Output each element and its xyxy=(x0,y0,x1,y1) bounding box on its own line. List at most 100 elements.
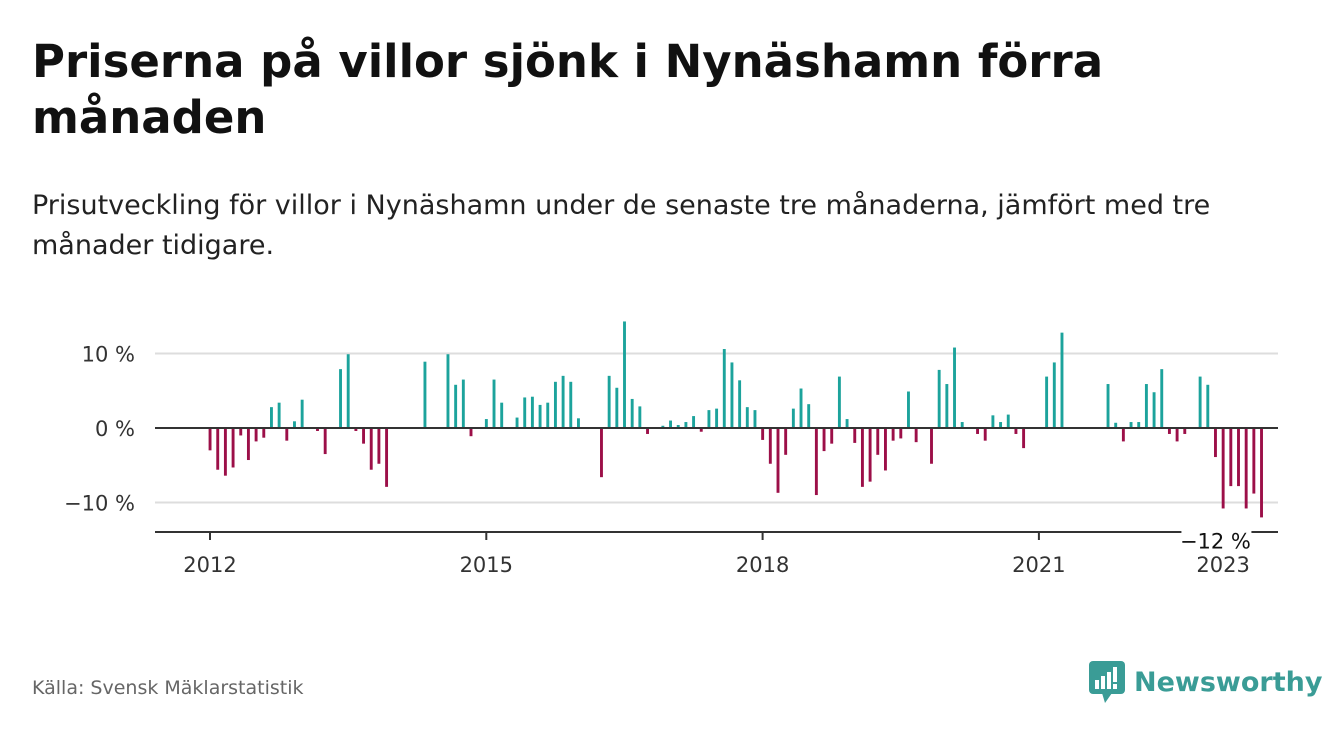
bar xyxy=(761,428,765,440)
bar xyxy=(799,388,803,428)
annotation-background xyxy=(1181,526,1252,555)
bar xyxy=(945,384,949,428)
bar xyxy=(515,417,519,428)
bar xyxy=(293,421,296,429)
last-value-annotation: −12 % xyxy=(1180,529,1251,553)
bar xyxy=(1206,384,1210,428)
bar xyxy=(569,381,573,428)
bar xyxy=(1152,392,1156,428)
x-tick-label: 2018 xyxy=(736,553,789,577)
bar xyxy=(216,428,220,470)
bar xyxy=(615,387,619,428)
bar xyxy=(1214,428,1217,458)
bar xyxy=(354,428,358,431)
bar xyxy=(446,354,450,428)
bar xyxy=(607,375,611,428)
bar xyxy=(385,428,389,487)
bar xyxy=(692,416,696,428)
bar xyxy=(860,428,864,487)
y-tick-label: 0 % xyxy=(95,417,135,441)
bar xyxy=(1260,428,1263,518)
bar xyxy=(699,428,703,432)
bar xyxy=(1237,428,1240,487)
bar xyxy=(1014,428,1018,434)
bar xyxy=(300,399,304,428)
bar xyxy=(1144,384,1148,428)
bar xyxy=(377,428,381,464)
bar xyxy=(239,428,243,436)
x-tick-label: 2023 xyxy=(1196,553,1249,577)
bar xyxy=(285,428,289,441)
bar xyxy=(538,404,542,429)
bar xyxy=(738,380,742,428)
bar xyxy=(1106,384,1110,428)
bar xyxy=(991,415,995,428)
bar xyxy=(523,397,527,428)
newsworthy-logo[interactable]: Newsworthy xyxy=(1088,660,1322,704)
x-tick-label: 2012 xyxy=(183,553,236,577)
bar xyxy=(277,402,281,428)
bar xyxy=(638,406,642,428)
bar-chart: 10 % 0 % −10 % 2012 2015 2018 2021 2023−12 % xyxy=(64,321,1278,577)
bar xyxy=(884,428,887,471)
bars xyxy=(208,321,1263,518)
bar xyxy=(1221,428,1225,509)
bar xyxy=(492,379,496,428)
bar xyxy=(530,396,534,428)
bar xyxy=(1160,369,1164,428)
bar xyxy=(323,428,327,455)
bar xyxy=(423,361,427,428)
bar xyxy=(753,410,757,428)
bar xyxy=(669,420,672,428)
bar xyxy=(1167,428,1171,434)
tick-labels: 10 % 0 % −10 % 2012 2015 2018 2021 2023−12 % xyxy=(64,343,1252,577)
bar xyxy=(684,422,688,428)
y-tick-label: −10 % xyxy=(64,492,135,516)
bar xyxy=(891,428,895,441)
bar xyxy=(715,408,719,428)
bar xyxy=(600,428,603,478)
x-tick-label: 2015 xyxy=(460,553,513,577)
bar xyxy=(930,428,933,464)
bar xyxy=(768,428,772,464)
bar xyxy=(1252,428,1256,494)
bar xyxy=(999,422,1003,428)
bar xyxy=(722,349,726,428)
bar xyxy=(254,428,258,442)
bar xyxy=(561,375,565,428)
bar xyxy=(646,428,649,434)
bar xyxy=(246,428,250,461)
chart-subtitle: Prisutveckling för villor i Nynäshamn un… xyxy=(32,190,1211,261)
bar xyxy=(630,398,634,428)
bar xyxy=(208,428,212,451)
bar xyxy=(362,428,365,444)
bar xyxy=(1022,428,1026,449)
bar xyxy=(814,428,818,496)
y-tick-label: 10 % xyxy=(82,343,135,367)
brand-name: Newsworthy xyxy=(1134,666,1323,698)
bar xyxy=(868,428,872,482)
gridlines xyxy=(155,352,1278,504)
bar xyxy=(577,418,580,428)
bar xyxy=(339,369,342,428)
bar xyxy=(807,404,811,428)
bar xyxy=(953,347,956,428)
bar xyxy=(1060,332,1064,428)
bar xyxy=(960,422,964,428)
bar xyxy=(223,428,227,476)
bar xyxy=(1045,376,1049,428)
bar xyxy=(1137,422,1141,428)
bar xyxy=(1229,428,1233,487)
bar xyxy=(546,402,550,428)
bar xyxy=(231,428,235,468)
bar xyxy=(676,425,680,428)
axes xyxy=(155,427,1278,540)
bar xyxy=(1183,428,1187,434)
bar xyxy=(784,428,788,455)
bar xyxy=(270,407,273,428)
bar xyxy=(1175,428,1179,442)
bar xyxy=(262,428,266,438)
bar xyxy=(830,428,834,444)
newsworthy-logo-icon xyxy=(1089,661,1125,703)
bar xyxy=(369,428,373,470)
